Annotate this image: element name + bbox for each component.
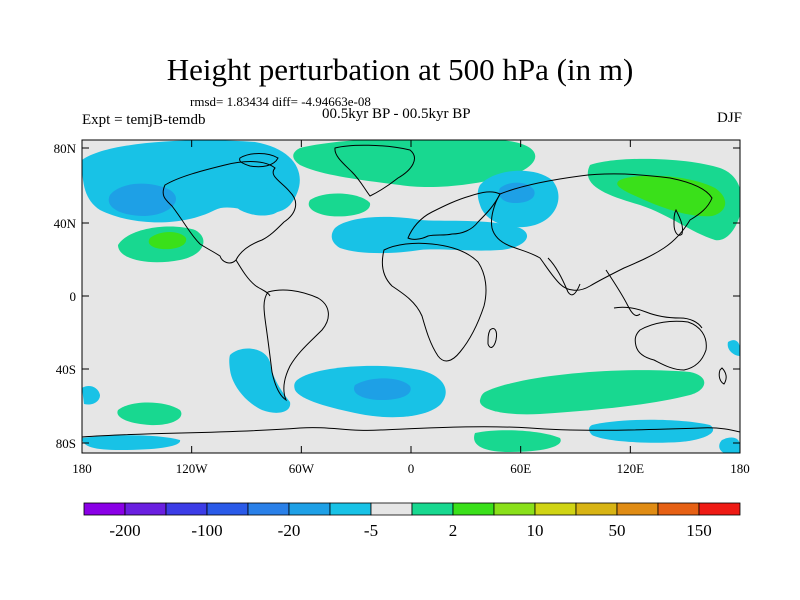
lon-tick-label: 120E — [617, 461, 645, 476]
lon-tick-label: 180 — [730, 461, 750, 476]
coastline-madagascar — [487, 327, 497, 348]
plot-title: Height perturbation at 500 hPa (in m) — [166, 52, 634, 87]
colorbar-label: -200 — [109, 521, 140, 540]
coastline-india — [547, 257, 581, 296]
coastline-japan — [673, 208, 683, 236]
colorbar-swatch — [288, 502, 331, 516]
anomaly-negative-antarctic-east — [719, 437, 740, 453]
coastline-arctic-islands — [239, 153, 279, 168]
coastline-southeast-asia — [605, 269, 641, 317]
coastline-europe — [407, 191, 501, 240]
lon-tick-label: 60W — [289, 461, 315, 476]
anomaly-positive-north-atlantic — [308, 193, 371, 217]
coastline-australia — [634, 320, 707, 371]
anomaly-negative-antarctic-indian — [589, 419, 714, 443]
colorbar-swatch — [575, 502, 618, 516]
coastlines — [82, 144, 740, 438]
anomaly-negative-south-america — [229, 348, 291, 413]
coastline-greenland — [334, 144, 415, 197]
coastline-asia — [491, 173, 713, 291]
colorbar-swatch — [698, 502, 741, 516]
colorbar-label: 150 — [686, 521, 712, 540]
lat-tick-label: 40S — [56, 362, 76, 377]
colorbar-label: -20 — [278, 521, 301, 540]
colorbar-label: 50 — [609, 521, 626, 540]
anomaly-positive-arctic — [293, 140, 536, 188]
coastline-south-america — [263, 289, 329, 402]
lat-tick-label: 0 — [70, 289, 77, 304]
lon-tick-label: 0 — [408, 461, 415, 476]
colorbar-swatch — [206, 502, 249, 516]
coastline-new-zealand — [718, 367, 727, 385]
colorbar-label: -5 — [364, 521, 378, 540]
lat-tick-label: 40N — [54, 216, 77, 231]
colorbar-swatch — [452, 502, 495, 516]
lon-tick-label: 120W — [176, 461, 209, 476]
colorbar-swatch — [329, 502, 372, 516]
anomaly-negative-hudson — [230, 185, 282, 216]
colorbar-label: 10 — [527, 521, 544, 540]
anomaly-negative-antarctic-pacific — [82, 435, 181, 450]
period-text: 00.5kyr BP - 00.5kyr BP — [322, 106, 471, 122]
anomaly-negative-south-pacific — [82, 386, 100, 405]
colorbar-label: -100 — [191, 521, 222, 540]
colorbar-swatch — [370, 502, 413, 516]
lat-tick-label: 80N — [54, 141, 77, 156]
colorbar-swatch — [165, 502, 208, 516]
lon-tick-label: 180 — [72, 461, 92, 476]
colorbar-swatch — [411, 502, 454, 516]
coastline-africa — [381, 242, 487, 362]
colorbar-swatch — [247, 502, 290, 516]
lat-tick-label: 80S — [56, 436, 76, 451]
anomaly-positive-north-pacific-core — [148, 232, 187, 250]
colorbar-label: 2 — [449, 521, 458, 540]
anomaly-negative-atlantic-europe — [331, 216, 528, 254]
colorbar-swatch — [657, 502, 700, 516]
colorbar-swatch — [616, 502, 659, 516]
colorbar-swatch — [534, 502, 577, 516]
anomaly-positive-antarctic-atlantic — [474, 430, 561, 452]
map-axis-ticks: 80N 40N 0 40S 80S 180 120W 60W 0 60E 120E 180 — [54, 140, 750, 476]
anomaly-negative-north-pacific-core — [108, 183, 176, 216]
stats-text: rmsd= 1.83434 diff= -4.94663e-08 — [190, 94, 371, 109]
colorbar-swatch — [83, 502, 126, 516]
colorbar-swatch — [124, 502, 167, 516]
colorbar-swatch — [493, 502, 536, 516]
anomaly-positive-south-pacific — [117, 402, 182, 426]
season-label: DJF — [716, 110, 742, 126]
anomaly-fields — [82, 140, 740, 453]
coastline-antarctica — [82, 426, 740, 438]
coastline-north-america — [162, 161, 297, 264]
coastline-indonesia — [613, 306, 703, 329]
anomaly-negative-south-indian — [727, 340, 740, 356]
experiment-label: Expt = temjB-temdb — [82, 112, 206, 128]
anomaly-negative-russia-core — [498, 182, 535, 203]
anomaly-positive-southern-ocean — [479, 370, 705, 415]
colorbar: -200 -100 -20 -5 2 10 50 150 — [83, 502, 741, 540]
anomaly-positive-east-asia-core — [617, 175, 726, 217]
anomaly-negative-south-atlantic-core — [353, 378, 411, 400]
lon-tick-label: 60E — [510, 461, 531, 476]
